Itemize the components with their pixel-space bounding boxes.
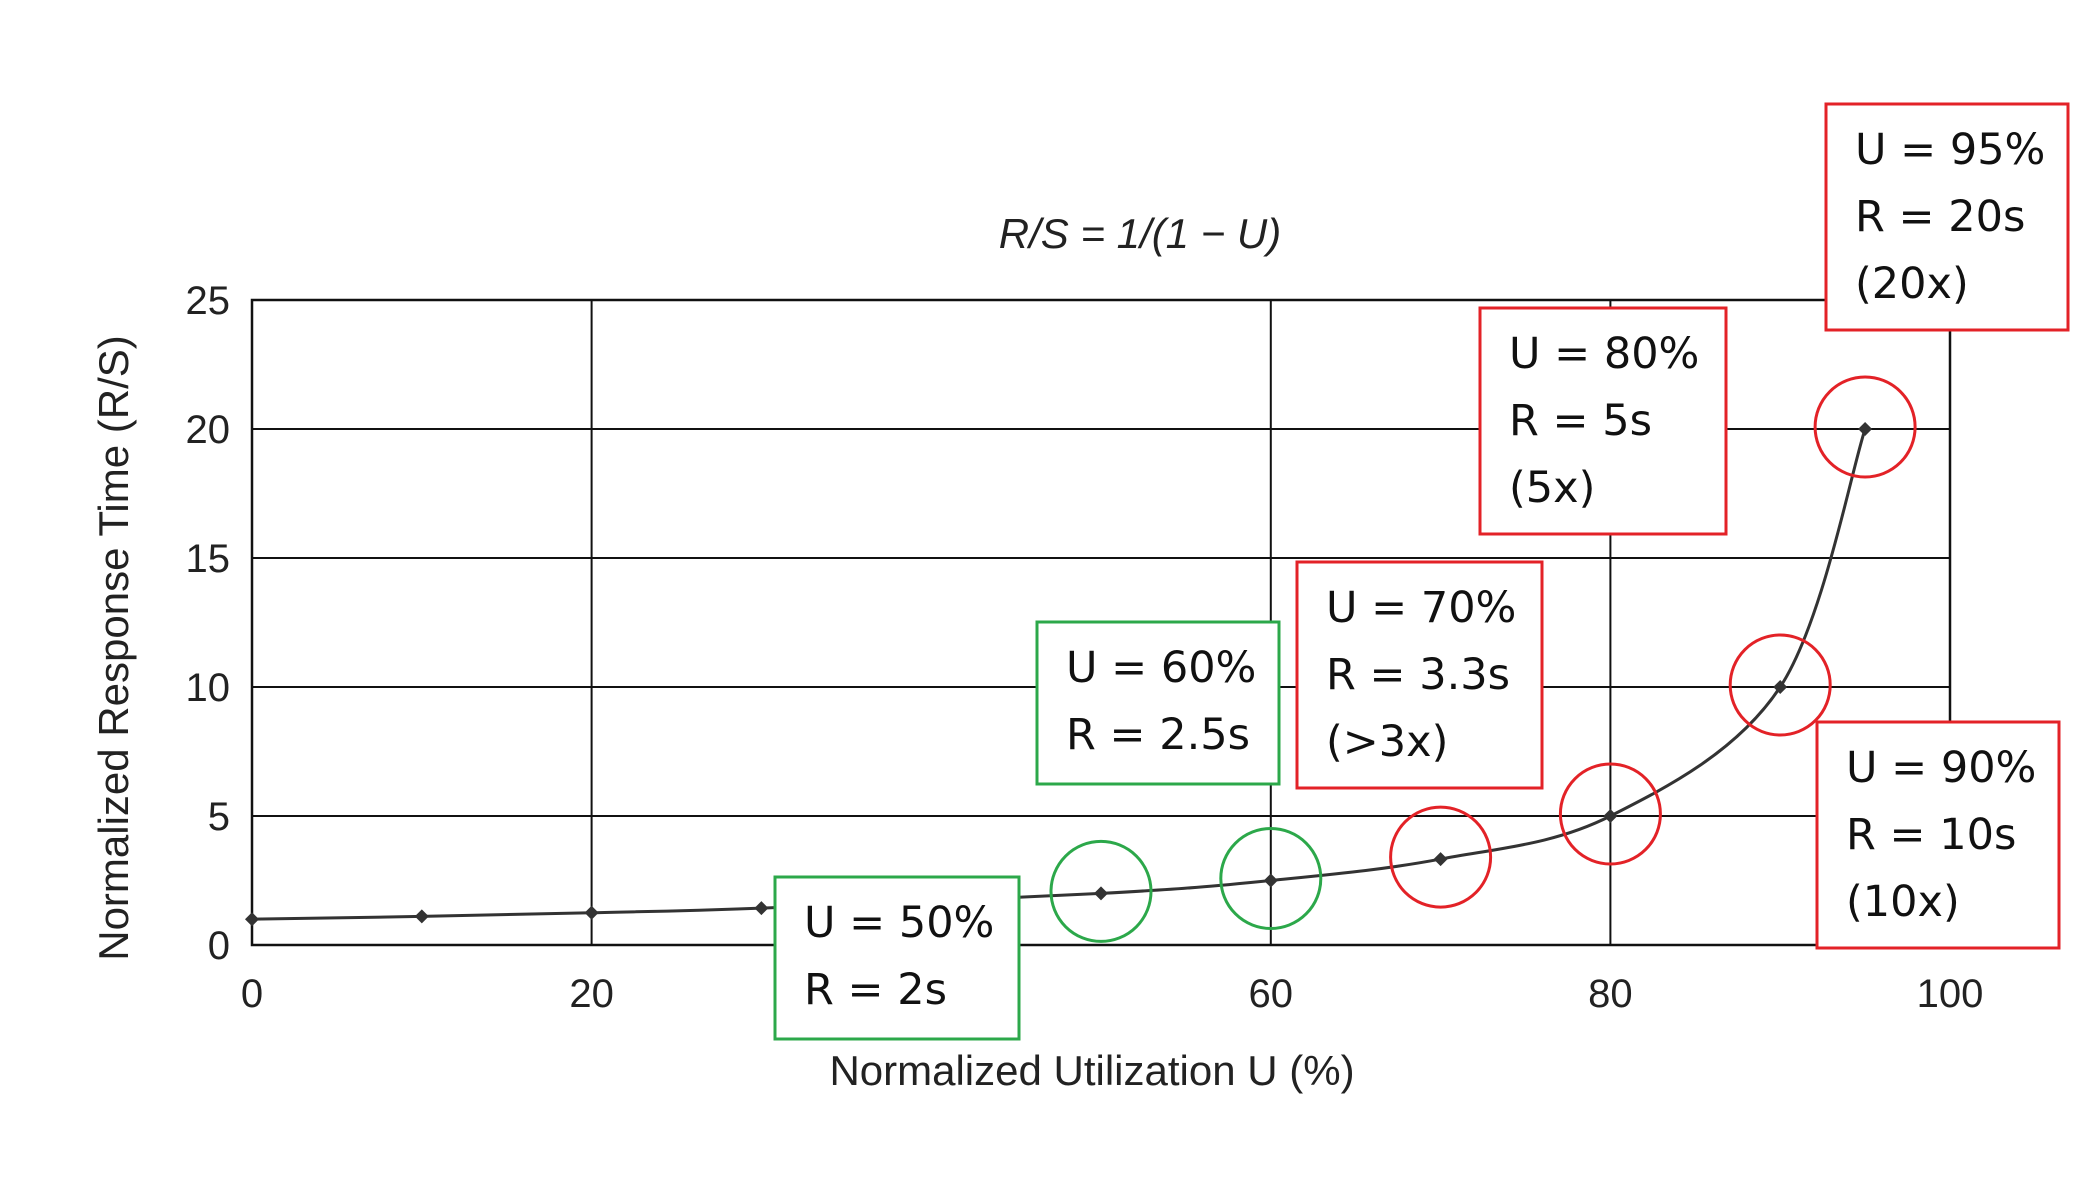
y-tick-label: 5 bbox=[208, 795, 230, 839]
data-point bbox=[754, 901, 769, 916]
x-tick-label: 0 bbox=[241, 972, 263, 1016]
data-point bbox=[414, 909, 429, 924]
callout-box bbox=[1824, 102, 2070, 332]
x-axis-ticks: 0 20 60 80 100 bbox=[241, 972, 1984, 1016]
callout-box bbox=[773, 875, 1021, 1041]
highlight-circle bbox=[1728, 633, 1832, 737]
series-line bbox=[251, 428, 1867, 921]
data-points bbox=[245, 422, 1873, 927]
data-point bbox=[584, 905, 599, 920]
data-point bbox=[1094, 886, 1108, 901]
data-point bbox=[1858, 422, 1873, 436]
callout-line: R = 2s bbox=[804, 965, 947, 1015]
callout-line: U = 60% bbox=[1066, 643, 1256, 693]
highlight-circle bbox=[1558, 762, 1662, 866]
data-point bbox=[245, 912, 259, 927]
x-tick-label: 20 bbox=[569, 972, 614, 1016]
y-tick-label: 15 bbox=[186, 537, 231, 581]
highlight-circle bbox=[1049, 839, 1153, 943]
callout-line: (10x) bbox=[1846, 877, 1960, 927]
x-tick-label: 80 bbox=[1588, 972, 1633, 1016]
callout-line: R = 3.3s bbox=[1326, 650, 1510, 700]
data-point bbox=[1773, 680, 1788, 694]
callout-box bbox=[1035, 620, 1281, 786]
callout-line: (5x) bbox=[1509, 463, 1595, 513]
callout-line: R = 5s bbox=[1509, 396, 1652, 446]
callout-line: (20x) bbox=[1855, 259, 1969, 309]
callout-box bbox=[1478, 306, 1728, 536]
callout-box bbox=[1295, 560, 1544, 790]
callout-line: (>3x) bbox=[1326, 717, 1448, 767]
callout-line: U = 80% bbox=[1509, 329, 1699, 379]
y-axis-label: Normalized Response Time (R/S) bbox=[90, 335, 137, 961]
x-axis-label: Normalized Utilization U (%) bbox=[829, 1047, 1354, 1094]
callout-box bbox=[1815, 720, 2061, 950]
x-tick-label: 60 bbox=[1249, 972, 1294, 1016]
highlight-circles bbox=[1049, 375, 1917, 943]
highlight-circle bbox=[1813, 375, 1917, 479]
x-tick-label: 100 bbox=[1917, 972, 1984, 1016]
callout-line: U = 90% bbox=[1846, 743, 2036, 793]
callout-line: R = 10s bbox=[1846, 810, 2016, 860]
callout-line: U = 95% bbox=[1855, 125, 2045, 175]
y-tick-label: 20 bbox=[186, 408, 231, 452]
data-point bbox=[1433, 852, 1448, 867]
plot-frame bbox=[250, 298, 1952, 947]
y-tick-label: 10 bbox=[186, 666, 231, 710]
data-point bbox=[1603, 809, 1618, 823]
chart-title: R/S = 1/(1 − U) bbox=[999, 210, 1281, 257]
y-axis-ticks: 0 5 10 15 20 25 bbox=[186, 279, 231, 968]
y-tick-label: 25 bbox=[186, 279, 231, 323]
callouts: U = 50% R = 2s U = 60% R = 2.5s U = 70% R = 3… bbox=[773, 102, 2070, 1041]
callout-line: U = 50% bbox=[804, 898, 994, 948]
highlight-circle bbox=[1219, 827, 1323, 930]
callout-line: R = 20s bbox=[1855, 192, 2025, 242]
callout-line: R = 2.5s bbox=[1066, 710, 1250, 760]
y-tick-label: 0 bbox=[208, 924, 230, 968]
callout-line: U = 70% bbox=[1326, 583, 1516, 633]
data-point bbox=[1263, 873, 1278, 888]
highlight-circle bbox=[1389, 805, 1493, 909]
